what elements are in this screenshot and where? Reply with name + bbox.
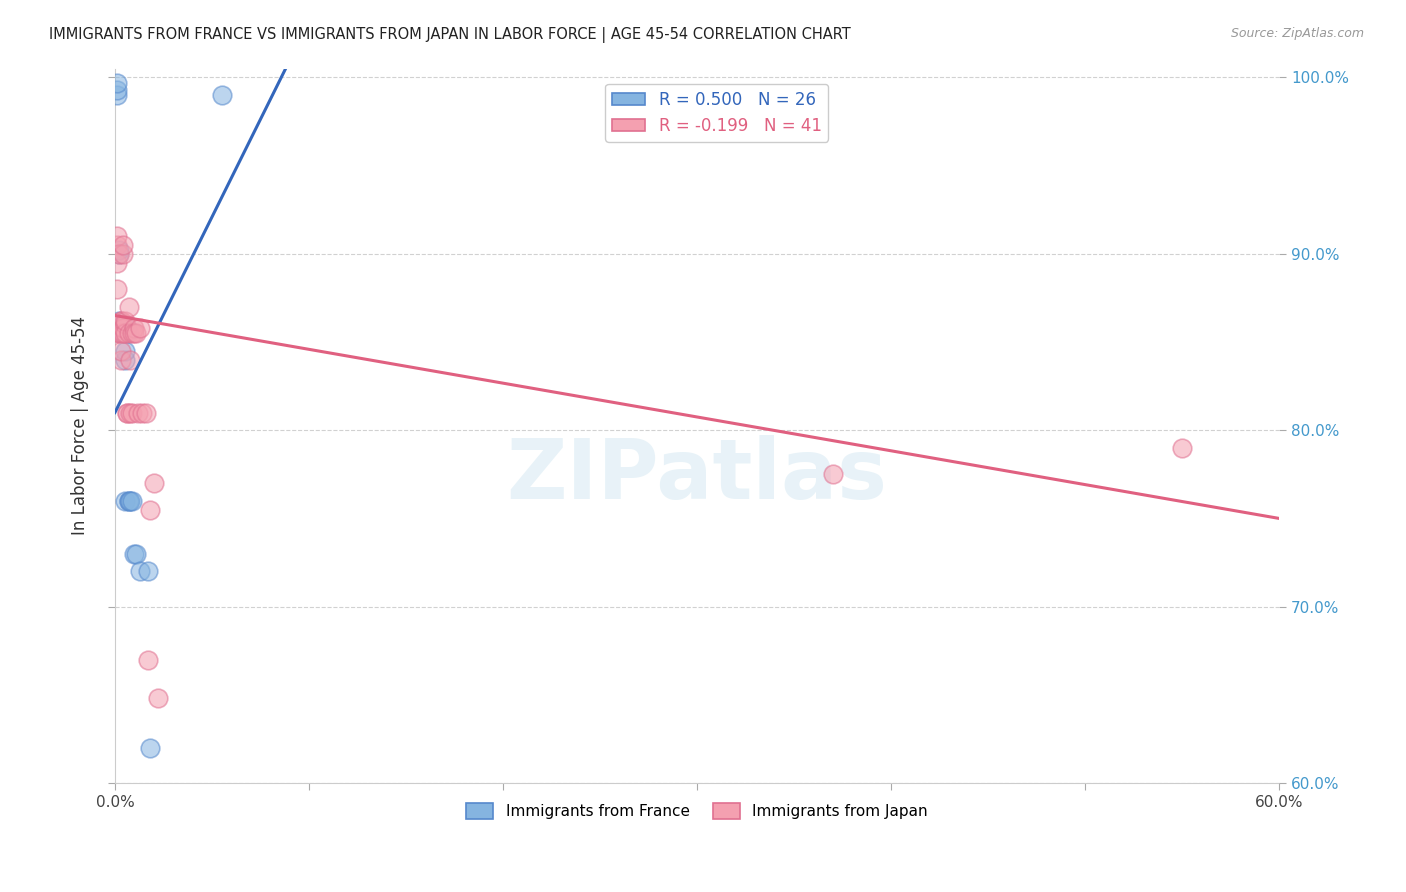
Point: [110, 352, 132, 367]
Point: [146, 691, 169, 706]
Text: Source: ZipAtlas.com: Source: ZipAtlas.com: [1230, 27, 1364, 40]
Point: [117, 493, 139, 508]
Point: [124, 326, 146, 340]
Point: [110, 318, 132, 332]
Point: [111, 326, 134, 340]
Point: [111, 326, 134, 340]
Point: [108, 246, 131, 260]
Point: [124, 321, 146, 335]
Point: [124, 547, 146, 561]
Point: [121, 493, 143, 508]
Point: [120, 493, 142, 508]
Point: [111, 246, 134, 260]
Point: [105, 87, 128, 102]
Point: [120, 405, 142, 419]
Point: [110, 326, 132, 340]
Point: [115, 321, 138, 335]
Point: [105, 229, 128, 244]
Point: [136, 652, 159, 666]
Text: ZIPatlas: ZIPatlas: [506, 435, 887, 516]
Point: [110, 343, 132, 358]
Point: [142, 476, 165, 491]
Point: [129, 565, 152, 579]
Point: [114, 318, 136, 332]
Point: [117, 326, 139, 340]
Point: [114, 493, 136, 508]
Point: [115, 405, 138, 419]
Point: [131, 405, 153, 419]
Point: [105, 76, 128, 90]
Point: [110, 314, 132, 328]
Point: [108, 326, 131, 340]
Point: [111, 321, 134, 335]
Point: [110, 326, 132, 340]
Point: [108, 246, 131, 260]
Y-axis label: In Labor Force | Age 45-54: In Labor Force | Age 45-54: [72, 317, 89, 535]
Point: [127, 405, 149, 419]
Point: [821, 467, 844, 482]
Point: [114, 326, 136, 340]
Point: [108, 326, 131, 340]
Point: [108, 318, 131, 332]
Point: [125, 547, 148, 561]
Point: [111, 321, 134, 335]
Point: [115, 326, 138, 340]
Point: [139, 502, 162, 516]
Point: [121, 405, 143, 419]
Point: [105, 255, 128, 269]
Point: [111, 238, 134, 252]
Point: [136, 565, 159, 579]
Point: [114, 352, 136, 367]
Point: [105, 282, 128, 296]
Point: [117, 300, 139, 314]
Point: [114, 314, 136, 328]
Point: [121, 326, 143, 340]
Point: [110, 314, 132, 328]
Point: [105, 238, 128, 252]
Point: [117, 493, 139, 508]
Point: [135, 405, 157, 419]
Point: [125, 326, 148, 340]
Point: [108, 314, 131, 328]
Point: [139, 740, 162, 755]
Point: [105, 83, 128, 97]
Point: [1171, 441, 1194, 455]
Point: [120, 352, 142, 367]
Legend: Immigrants from France, Immigrants from Japan: Immigrants from France, Immigrants from …: [460, 797, 934, 825]
Text: IMMIGRANTS FROM FRANCE VS IMMIGRANTS FROM JAPAN IN LABOR FORCE | AGE 45-54 CORRE: IMMIGRANTS FROM FRANCE VS IMMIGRANTS FRO…: [49, 27, 851, 43]
Point: [115, 405, 138, 419]
Point: [211, 87, 233, 102]
Point: [108, 244, 131, 258]
Point: [129, 321, 152, 335]
Point: [114, 343, 136, 358]
Point: [110, 321, 132, 335]
